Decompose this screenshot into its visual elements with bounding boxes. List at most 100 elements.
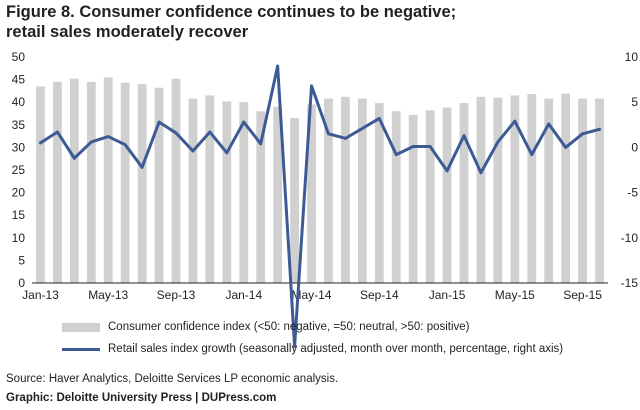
legend-label-bars: Consumer confidence index (<50: negative…: [108, 321, 470, 333]
y-right-tick--10: -10: [621, 231, 639, 245]
line-point-Dec-14: [428, 145, 432, 148]
bar-May-15: [510, 95, 520, 283]
source-note: Source: Haver Analytics, Deloitte Servic…: [6, 373, 339, 385]
line-point-Jul-14: [344, 136, 347, 140]
line-point-Jun-14: [327, 132, 330, 136]
bar-Jan-13: [36, 86, 45, 283]
bar-May-14: [307, 104, 316, 284]
bar-May-13: [103, 77, 113, 283]
bar-Feb-13: [53, 81, 62, 283]
line-point-May-15: [513, 119, 517, 123]
y-left-tick-25: 25: [12, 163, 26, 177]
bar-Sep-13: [171, 78, 181, 283]
chart-axes: 0 5 10 15 20 25 30 35 40 45 50 -15 -10 -5 0 5 10 Jan-13 Ma…: [12, 50, 639, 302]
y-right-tick-10: 10: [625, 50, 639, 64]
graphic-credit: Graphic: Deloitte University Press | DUP…: [6, 392, 277, 404]
bar-Apr-14: [290, 118, 299, 284]
line-point-Sep-15: [581, 132, 584, 136]
bar-series: [36, 77, 604, 284]
line-point-Sep-14: [377, 117, 381, 120]
x-tick-Sep-15: Sep-15: [563, 288, 602, 302]
line-point-Apr-15: [496, 140, 500, 144]
y-right-tick--5: -5: [627, 186, 638, 200]
y-right-tick--15: -15: [621, 276, 639, 290]
y-right-tick-0: 0: [631, 140, 638, 154]
line-point-Nov-13: [208, 130, 212, 134]
line-point-Feb-14: [259, 142, 263, 146]
line-series: [38, 64, 602, 348]
line-point-Jul-15: [547, 122, 551, 126]
bar-Aug-13: [154, 87, 164, 284]
bar-Nov-13: [205, 95, 215, 283]
legend: Consumer confidence index (<50: negative…: [62, 316, 637, 360]
bar-Jul-14: [341, 96, 350, 283]
x-tick-Sep-13: Sep-13: [157, 288, 196, 302]
line-point-Aug-15: [564, 146, 568, 149]
line-point-Aug-14: [360, 127, 364, 130]
line-point-Mar-15: [479, 171, 483, 175]
chart-title-line-2: retail sales moderately recover: [6, 23, 249, 41]
bar-Sep-15: [578, 98, 587, 283]
line-point-Jul-13: [140, 165, 144, 169]
y-left-tick-35: 35: [12, 118, 26, 132]
line-point-Sep-13: [174, 131, 178, 135]
line-point-Jan-13: [39, 141, 42, 145]
line-point-Feb-15: [462, 134, 466, 138]
x-tick-May-14: May-14: [291, 288, 331, 302]
x-tick-May-13: May-13: [88, 288, 128, 302]
bar-Nov-14: [408, 114, 418, 283]
legend-item-line: Retail sales index growth (seasonally ad…: [62, 338, 637, 360]
x-tick-Jan-14: Jan-14: [225, 288, 262, 302]
y-left-tick-45: 45: [12, 73, 26, 87]
line-point-Jun-15: [530, 153, 534, 157]
y-left-tick-10: 10: [12, 231, 26, 245]
legend-label-line: Retail sales index growth (seasonally ad…: [108, 343, 564, 355]
x-tick-May-15: May-15: [495, 288, 535, 302]
bar-Dec-14: [425, 110, 435, 283]
bar-Feb-14: [256, 111, 266, 284]
y-left-tick-30: 30: [12, 140, 26, 154]
legend-swatch-line: [62, 347, 100, 351]
line-point-May-14: [310, 84, 313, 88]
bar-Jun-14: [324, 98, 333, 283]
bar-Jul-15: [544, 98, 554, 283]
bar-Jun-15: [527, 94, 537, 283]
bar-Jun-13: [120, 82, 130, 283]
x-tick-Jan-13: Jan-13: [22, 288, 59, 302]
y-left-tick-50: 50: [12, 50, 26, 64]
bar-Oct-13: [188, 98, 198, 283]
bar-Jan-15: [442, 107, 452, 284]
bar-Mar-13: [69, 78, 79, 283]
line-point-Apr-14: [293, 344, 296, 348]
legend-swatch-bars: [62, 322, 100, 332]
bar-Mar-15: [476, 96, 486, 283]
line-point-Oct-15: [598, 127, 601, 131]
x-tick-Jan-15: Jan-15: [429, 288, 466, 302]
bar-Apr-13: [86, 81, 96, 283]
legend-item-bars: Consumer confidence index (<50: negative…: [62, 316, 637, 338]
line-point-Apr-13: [89, 140, 93, 144]
y-left-tick-20: 20: [12, 186, 26, 200]
line-point-Aug-13: [157, 120, 161, 124]
chart-title-line-1: Figure 8. Consumer confidence continues …: [6, 3, 457, 21]
bar-Oct-14: [391, 111, 401, 284]
y-left-tick-5: 5: [18, 253, 25, 267]
x-tick-Sep-14: Sep-14: [360, 288, 399, 302]
line-point-Jan-15: [445, 169, 449, 173]
bar-Mar-14: [273, 106, 283, 283]
line-point-Nov-14: [411, 145, 415, 148]
retail-sales-line: [38, 64, 602, 348]
y-left-tick-15: 15: [12, 208, 26, 222]
bar-Jan-14: [239, 102, 249, 283]
line-point-Jan-14: [242, 120, 246, 124]
chart-title: Figure 8. Consumer confidence continues …: [6, 2, 626, 42]
bar-Jul-13: [137, 84, 147, 284]
line-point-May-13: [106, 135, 110, 138]
bar-Dec-13: [222, 101, 232, 283]
line-point-Oct-14: [394, 153, 398, 157]
y-left-tick-40: 40: [12, 95, 26, 109]
bar-Sep-14: [374, 103, 384, 283]
bar-Apr-15: [493, 97, 503, 284]
bar-Aug-15: [561, 93, 571, 283]
